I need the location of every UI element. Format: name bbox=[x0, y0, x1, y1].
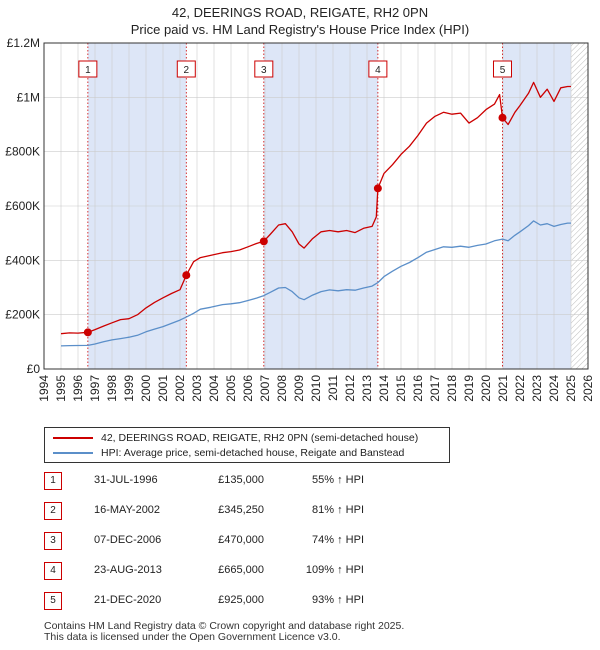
sale-point bbox=[498, 113, 507, 122]
sale-price: £345,250 bbox=[218, 504, 264, 516]
sale-point bbox=[373, 184, 382, 193]
sale-hpi-diff: 55% ↑ HPI bbox=[312, 474, 364, 486]
legend-label-property: 42, DEERINGS ROAD, REIGATE, RH2 0PN (sem… bbox=[101, 432, 419, 444]
chart-title-block: 42, DEERINGS ROAD, REIGATE, RH2 0PN Pric… bbox=[0, 4, 600, 38]
legend-swatch-property bbox=[53, 437, 93, 439]
sale-hpi-diff: 81% ↑ HPI bbox=[312, 504, 364, 516]
sale-row: 2 16-MAY-2002 £345,250 81% ↑ HPI bbox=[44, 502, 404, 520]
y-tick-label: £400K bbox=[5, 253, 40, 267]
sale-hpi-diff: 109% ↑ HPI bbox=[305, 564, 364, 576]
sale-marker-box bbox=[492, 60, 512, 78]
legend-item-property: 42, DEERINGS ROAD, REIGATE, RH2 0PN (sem… bbox=[53, 431, 418, 445]
footer-license: This data is licensed under the Open Gov… bbox=[44, 631, 341, 643]
legend: 42, DEERINGS ROAD, REIGATE, RH2 0PN (sem… bbox=[44, 427, 450, 463]
sale-price: £135,000 bbox=[218, 474, 264, 486]
x-tick-label: 2016 bbox=[411, 375, 425, 402]
sale-number-badge: 2 bbox=[44, 502, 62, 520]
sale-date: 16-MAY-2002 bbox=[94, 504, 161, 516]
chart-subtitle: Price paid vs. HM Land Registry's House … bbox=[130, 22, 470, 37]
x-tick-label: 1998 bbox=[105, 375, 119, 402]
sale-row: 5 21-DEC-2020 £925,000 93% ↑ HPI bbox=[44, 592, 404, 610]
x-tick-label: 2001 bbox=[156, 375, 170, 402]
sale-marker-label: 5 bbox=[500, 65, 506, 76]
sale-price: £665,000 bbox=[218, 564, 264, 576]
sale-price: £925,000 bbox=[218, 594, 264, 606]
x-tick-label: 2023 bbox=[530, 375, 544, 402]
sale-marker-box bbox=[78, 60, 98, 78]
sale-marker-label: 2 bbox=[184, 65, 190, 76]
x-tick-label: 1997 bbox=[88, 375, 102, 402]
sale-point bbox=[259, 237, 268, 246]
x-tick-label: 2021 bbox=[496, 375, 510, 402]
x-tick-label: 2026 bbox=[581, 375, 595, 402]
x-tick-label: 2019 bbox=[462, 375, 476, 402]
sale-date: 21-DEC-2020 bbox=[94, 594, 162, 606]
footer-copyright: Contains HM Land Registry data © Crown c… bbox=[44, 620, 405, 632]
x-tick-label: 1996 bbox=[71, 375, 85, 402]
y-tick-label: £1.2M bbox=[7, 36, 40, 50]
x-tick-label: 1995 bbox=[54, 375, 68, 402]
x-tick-label: 2003 bbox=[190, 375, 204, 402]
chart-title: 42, DEERINGS ROAD, REIGATE, RH2 0PN bbox=[171, 5, 429, 20]
x-tick-label: 2008 bbox=[275, 375, 289, 402]
sale-number-badge: 4 bbox=[44, 562, 62, 580]
sale-marker-box bbox=[176, 60, 196, 78]
footer: Contains HM Land Registry data © Crown c… bbox=[44, 621, 404, 643]
x-tick-label: 2022 bbox=[513, 375, 527, 402]
y-tick-label: £1M bbox=[17, 90, 40, 104]
legend-label-hpi: HPI: Average price, semi-detached house,… bbox=[101, 447, 405, 459]
sale-row: 4 23-AUG-2013 £665,000 109% ↑ HPI bbox=[44, 562, 404, 580]
sale-price: £470,000 bbox=[218, 534, 264, 546]
sale-marker-box bbox=[254, 60, 274, 78]
hpi-line bbox=[60, 220, 571, 347]
sale-date: 07-DEC-2006 bbox=[94, 534, 162, 546]
x-tick-label: 2015 bbox=[394, 375, 408, 402]
x-tick-label: 2006 bbox=[241, 375, 255, 402]
y-tick-label: £200K bbox=[5, 308, 40, 322]
x-tick-label: 2020 bbox=[479, 375, 493, 402]
x-tick-label: 2004 bbox=[207, 375, 221, 402]
y-tick-label: £0 bbox=[27, 362, 41, 376]
sale-marker-box bbox=[368, 60, 388, 78]
sale-hpi-diff: 93% ↑ HPI bbox=[312, 594, 364, 606]
x-tick-label: 2025 bbox=[564, 375, 578, 402]
plot-frame bbox=[43, 42, 589, 370]
x-tick-label: 2010 bbox=[309, 375, 323, 402]
sale-date: 31-JUL-1996 bbox=[94, 474, 158, 486]
legend-swatch-hpi bbox=[53, 452, 93, 454]
sale-row: 1 31-JUL-1996 £135,000 55% ↑ HPI bbox=[44, 472, 404, 490]
x-tick-label: 2014 bbox=[377, 375, 391, 402]
sale-marker-label: 3 bbox=[261, 65, 267, 76]
sale-point bbox=[83, 328, 92, 337]
x-tick-label: 1994 bbox=[37, 375, 51, 402]
legend-item-hpi: HPI: Average price, semi-detached house,… bbox=[53, 446, 404, 460]
x-tick-label: 1999 bbox=[122, 375, 136, 402]
x-tick-label: 2000 bbox=[139, 375, 153, 402]
sale-number-badge: 3 bbox=[44, 532, 62, 550]
x-tick-label: 2013 bbox=[360, 375, 374, 402]
x-tick-label: 2011 bbox=[326, 375, 340, 401]
x-tick-label: 2018 bbox=[445, 375, 459, 402]
x-tick-label: 2024 bbox=[547, 375, 561, 402]
sale-hpi-diff: 74% ↑ HPI bbox=[312, 534, 364, 546]
sale-marker-label: 1 bbox=[85, 65, 91, 76]
price-chart: £0£200K£400K£600K£800K£1M£1.2M 1994 1995 1… bbox=[5, 36, 595, 402]
x-tick-label: 2007 bbox=[258, 375, 272, 402]
x-tick-label: 2002 bbox=[173, 375, 187, 402]
sale-marker-label: 4 bbox=[375, 65, 381, 76]
x-tick-label: 2009 bbox=[292, 375, 306, 402]
x-tick-label: 2005 bbox=[224, 375, 238, 402]
x-tick-label: 2017 bbox=[428, 375, 442, 402]
x-tick-label: 2012 bbox=[343, 375, 357, 402]
sale-point bbox=[182, 271, 191, 280]
sale-date: 23-AUG-2013 bbox=[94, 564, 162, 576]
y-tick-label: £800K bbox=[5, 145, 40, 159]
y-tick-label: £600K bbox=[5, 199, 40, 213]
sale-number-badge: 1 bbox=[44, 472, 62, 490]
sale-row: 3 07-DEC-2006 £470,000 74% ↑ HPI bbox=[44, 532, 404, 550]
sale-number-badge: 5 bbox=[44, 592, 62, 610]
